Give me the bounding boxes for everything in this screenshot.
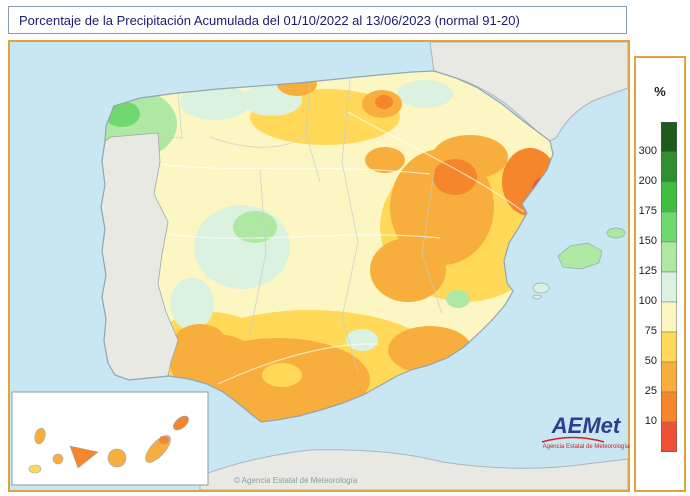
island-fuerteventura-north — [158, 435, 170, 445]
legend-colorbar — [661, 122, 677, 452]
region-navarra-deep-orange — [375, 95, 393, 109]
island-gran-canaria — [107, 448, 127, 468]
legend-swatch-175-200 — [661, 181, 677, 213]
aemet-logo: AEMet Agencia Estatal de Meteorología — [538, 413, 634, 450]
aemet-logo-name: AEMet — [551, 413, 621, 438]
legend-swatch-200-300 — [661, 151, 677, 183]
legend-label-150: 150 — [638, 235, 657, 247]
region-andalusia-yellow-spot — [262, 363, 302, 387]
island-menorca — [606, 227, 626, 239]
legend-swatch-100-125 — [661, 271, 677, 303]
map-title-bar: Porcentaje de la Precipitación Acumulada… — [8, 6, 627, 34]
island-la-gomera — [52, 453, 64, 465]
france-land — [429, 42, 628, 143]
island-la-palma — [34, 427, 46, 445]
island-ibiza — [532, 282, 550, 294]
legend-label-25: 25 — [644, 385, 657, 397]
regions-green — [101, 80, 470, 351]
legend-swatch-50-75 — [661, 331, 677, 363]
island-formentera — [532, 294, 542, 300]
map-title: Porcentaje de la Precipitación Acumulada… — [19, 12, 520, 28]
copyright-text: © Agencia Estatal de Meteorología — [234, 476, 358, 485]
region-west-palegreen — [170, 278, 214, 330]
spain-map-svg — [10, 42, 628, 490]
region-pyrenees-palegreen — [397, 80, 453, 108]
legend-swatch-75-100 — [661, 301, 677, 333]
region-asturias-palegreen — [180, 84, 250, 120]
legend-unit-label: % — [654, 84, 666, 99]
region-aragon-deep-orange — [433, 159, 477, 195]
region-extremadura-orange — [174, 324, 226, 360]
legend-label-50: 50 — [644, 355, 657, 367]
legend-label-75: 75 — [644, 325, 657, 337]
island-mallorca — [557, 242, 603, 270]
legend-swatch-10-25 — [661, 391, 677, 423]
legend-label-175: 175 — [638, 205, 657, 217]
legend-panel: % 300 200 175 150 125 100 75 50 25 10 — [634, 56, 686, 492]
legend-label-200: 200 — [638, 175, 657, 187]
island-tenerife — [69, 445, 99, 469]
map-panel: © Agencia Estatal de Meteorología AEMet … — [8, 40, 630, 492]
legend-swatch-lt10 — [661, 421, 677, 452]
legend-swatch-gt300 — [661, 122, 677, 153]
region-east-green-spot — [446, 290, 470, 308]
legend-swatch-25-50 — [661, 361, 677, 393]
region-sistema-central-green — [233, 211, 277, 243]
legend-label-125: 125 — [638, 265, 657, 277]
legend-label-300: 300 — [638, 145, 657, 157]
province-borders — [159, 79, 443, 373]
region-cuenca-orange — [370, 238, 446, 302]
region-south-palegreen — [346, 329, 378, 351]
canary-inset — [11, 391, 209, 486]
aemet-logo-subtitle: Agencia Estatal de Meteorología — [542, 444, 630, 450]
legend-label-100: 100 — [638, 295, 657, 307]
rivers — [159, 111, 525, 385]
aemet-logo-swoosh-icon — [541, 436, 605, 443]
region-rioja-orange — [365, 147, 405, 173]
island-lanzarote — [173, 415, 189, 431]
balearic-islands — [532, 227, 626, 300]
canary-islands — [28, 415, 189, 474]
legend-swatch-125-150 — [661, 241, 677, 273]
legend-label-10: 10 — [644, 415, 657, 427]
legend-swatch-150-175 — [661, 211, 677, 243]
island-el-hierro — [28, 464, 42, 474]
africa-land — [199, 449, 628, 490]
